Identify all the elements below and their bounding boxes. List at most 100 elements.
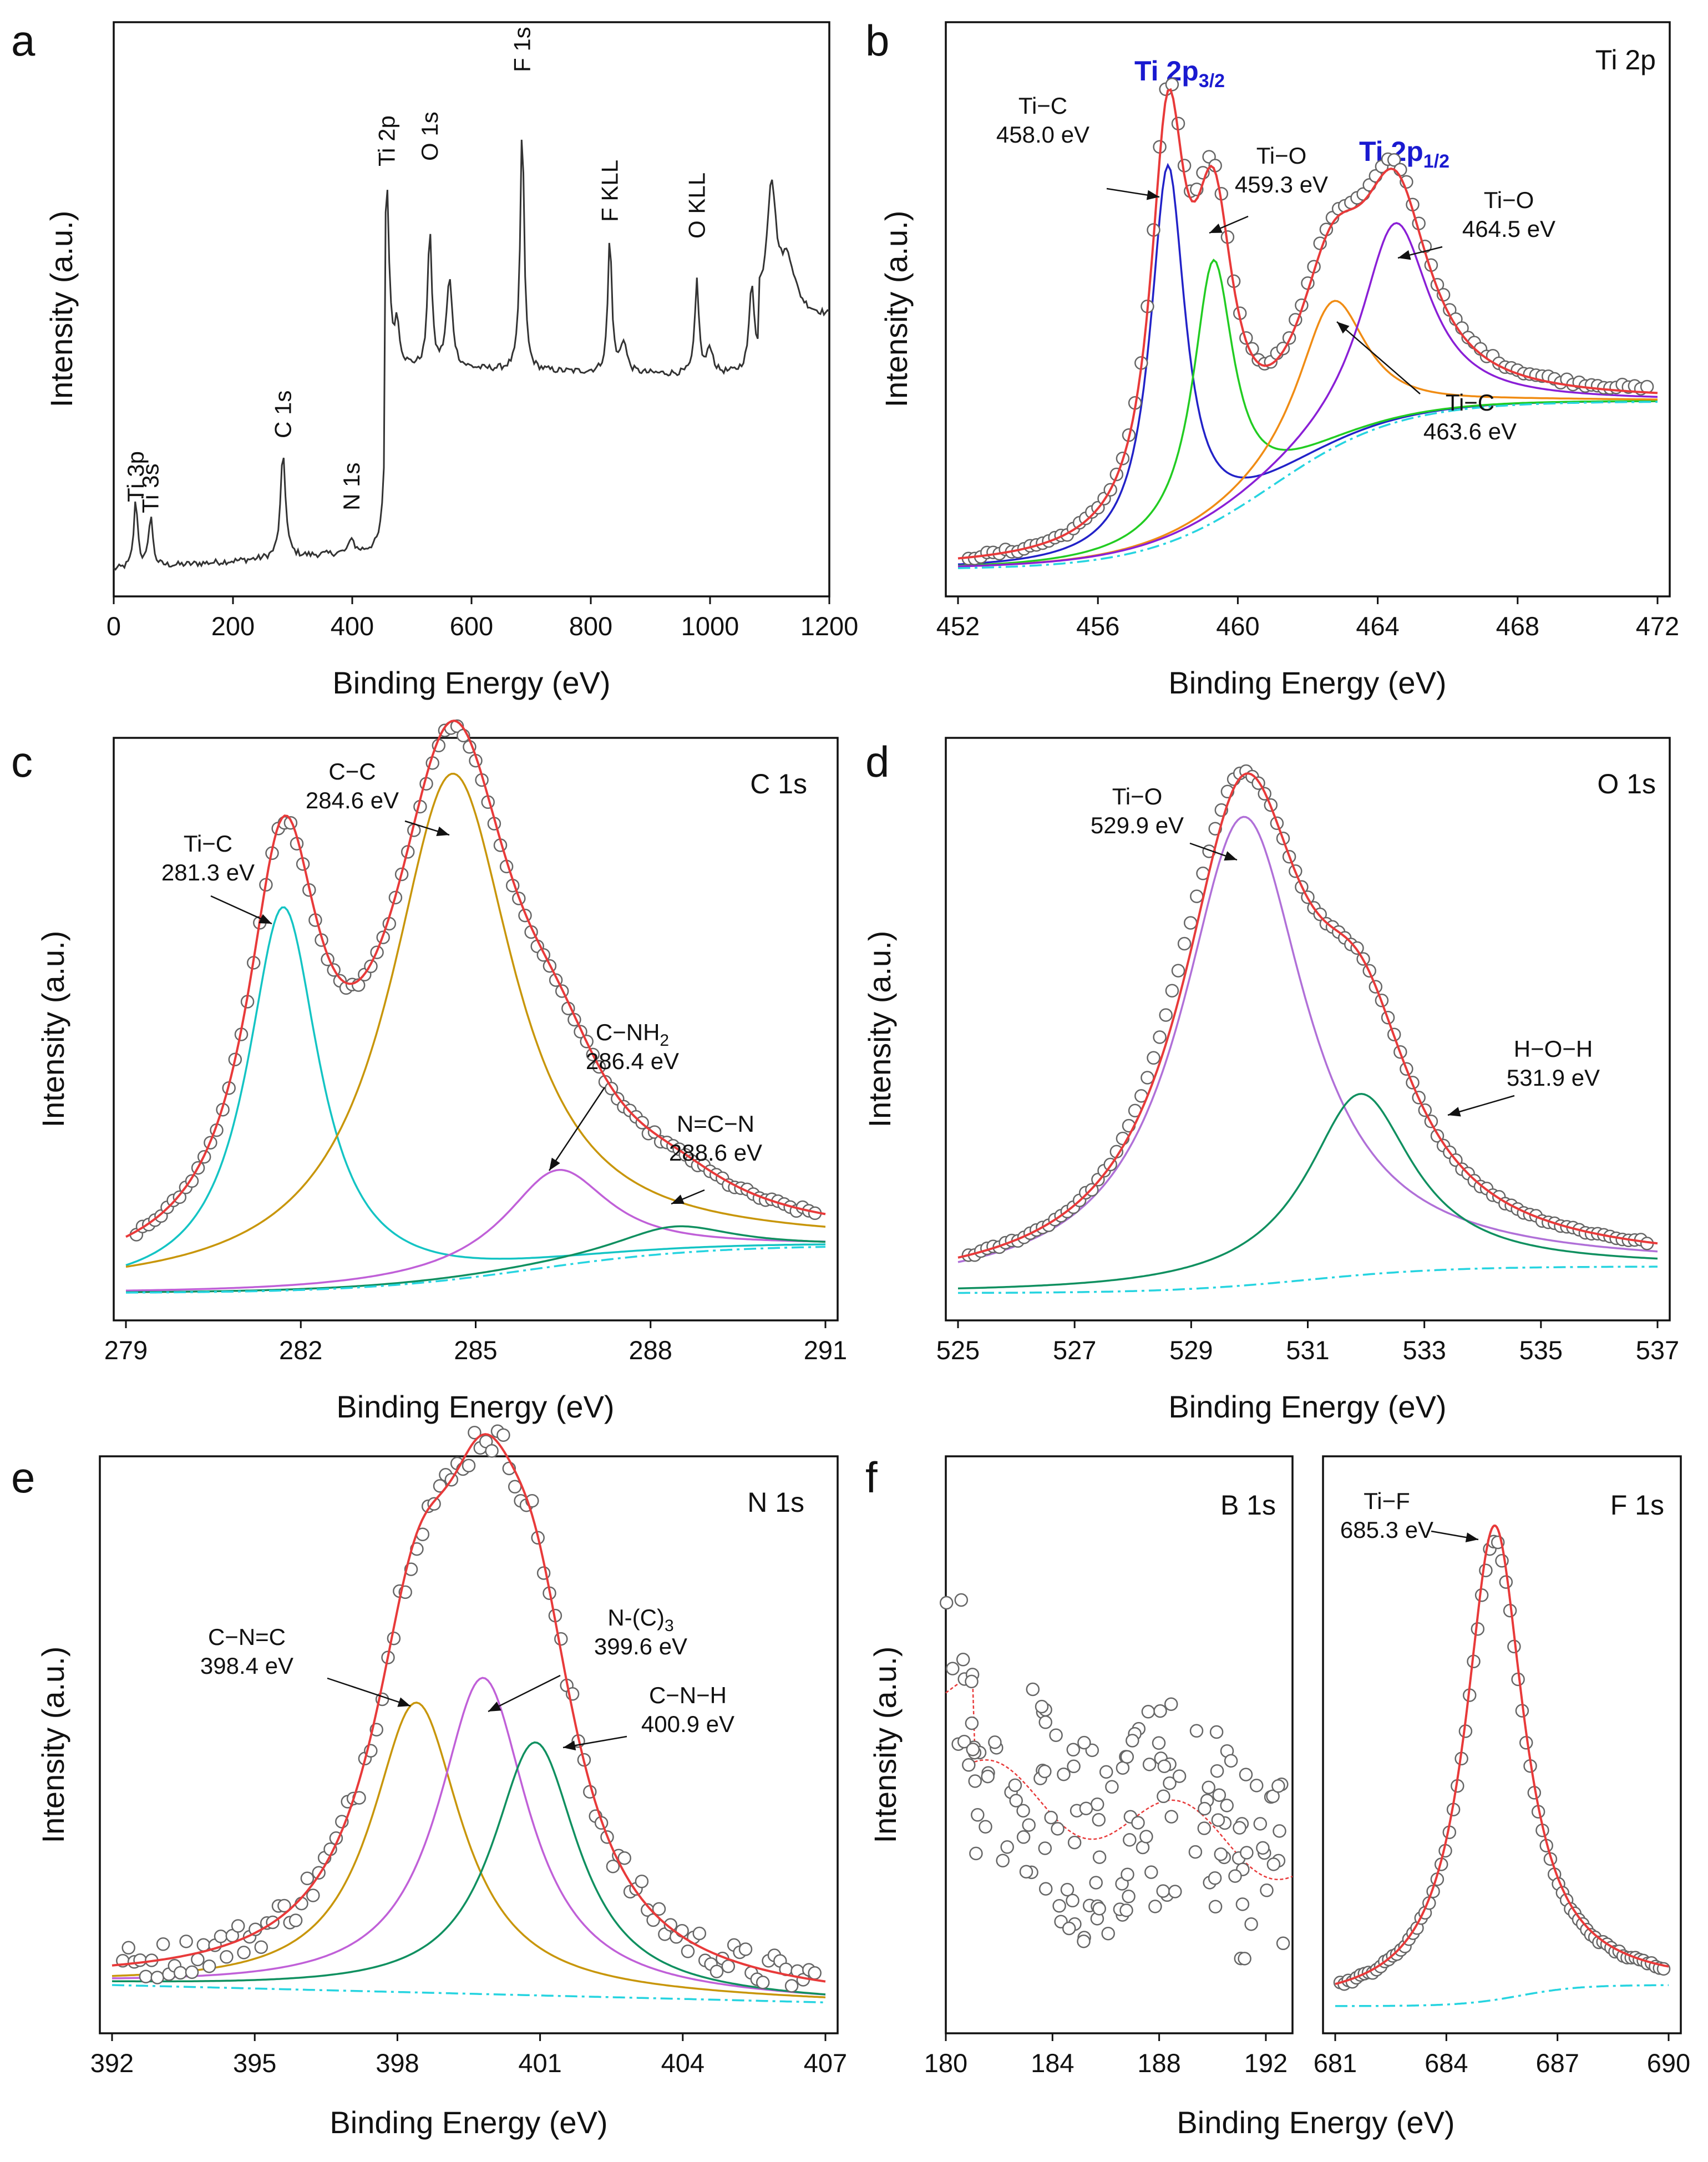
panel-b-tick-label: 464 (1356, 611, 1399, 641)
panel-d-background (958, 1265, 1658, 1294)
panel-d-data-point (1147, 1051, 1160, 1065)
panel-e-data-point (646, 1913, 660, 1927)
annot-n-cnc-value: 398.4 eV (200, 1653, 293, 1679)
panel-e-data-point (721, 1960, 736, 1973)
panel-e-ylabel: Intensity (a.u.) (36, 1647, 70, 1844)
panel-fB-data-point (1009, 1794, 1023, 1807)
panel-fB-data-point (1089, 1876, 1103, 1890)
panel-b-data-point (1640, 379, 1654, 394)
panel-fB-data-point (979, 1820, 992, 1834)
panel-fB-data-point (1016, 1804, 1030, 1818)
panel-b-tick-label: 472 (1636, 611, 1679, 641)
panel-fB-data-point (1253, 1817, 1268, 1831)
panel-fB-data-point (1256, 1841, 1270, 1855)
annot-c-ncn-name: N=C−N (677, 1111, 754, 1137)
panel-letter-a: a (11, 16, 36, 65)
panel-fB-data-point (1038, 1764, 1052, 1779)
panel-a-ylabel: Intensity (a.u.) (44, 211, 79, 408)
panel-e-data-point (387, 1631, 401, 1645)
panel-e-title: N 1s (747, 1487, 804, 1518)
panel-fB-data-point (1209, 1725, 1224, 1739)
panel-fB-data-point (1208, 1900, 1223, 1913)
panel-fB-data-point (1240, 1846, 1254, 1860)
panel-fB-data-point (1077, 1735, 1091, 1750)
panel-e-tick-label: 398 (376, 2048, 419, 2078)
arrow-ti-c-458-head (1146, 190, 1159, 200)
panel-fB-data-point (971, 1808, 985, 1822)
panel-e-data-point (606, 1859, 620, 1874)
panel-fB-data-point (1122, 1890, 1136, 1903)
annot-c-ti-c-value: 281.3 eV (161, 859, 255, 885)
panel-b-component-1 (957, 259, 1658, 567)
survey-peak-label: Ti 2p (373, 115, 399, 166)
panel-c-tick-label: 282 (279, 1335, 322, 1365)
panel-b-tick-label: 468 (1496, 611, 1539, 641)
panel-c-tick-label: 279 (104, 1335, 148, 1365)
panel-fB-data-point (1208, 1871, 1222, 1885)
panel-fB-data-point (1249, 1779, 1264, 1793)
annot-ti-c-463-name: Ti−C (1446, 389, 1494, 416)
panel-fB-data-point (1038, 1841, 1052, 1855)
panel-fB-data-point (1119, 1903, 1133, 1917)
panel-fB-tick-label: 188 (1137, 2048, 1180, 2078)
panel-letter-d: d (865, 737, 889, 786)
panel-e-background (111, 1984, 826, 2004)
panel-e-tick-label: 392 (90, 2048, 134, 2078)
panel-e-data-point (635, 1874, 649, 1888)
panel-e-data-point (675, 1923, 689, 1938)
panel-b-ylabel: Intensity (a.u.) (879, 211, 914, 408)
annot-n-cnh-name: C−N−H (649, 1682, 727, 1708)
panel-e-xlabel: Binding Energy (eV) (330, 2105, 607, 2140)
panel-d-data-point (1171, 964, 1185, 978)
arrow-ti-c-463-head (1337, 322, 1350, 334)
panel-e-data-point (237, 1946, 251, 1960)
panel-fB-data-point (1153, 1704, 1167, 1718)
panel-fF-data-point (1499, 1575, 1513, 1589)
panel-e-tick-label: 404 (661, 2048, 705, 2078)
panel-a-tick-label: 200 (211, 611, 255, 641)
annot-ti-o-459-name: Ti−O (1256, 143, 1307, 169)
arrow-n-nc3 (488, 1674, 561, 1713)
annot-ti-c-463-value: 463.6 eV (1423, 418, 1517, 444)
panel-fB-data-point (1044, 1810, 1058, 1825)
panel-fB-tick-label: 180 (924, 2048, 967, 2078)
panel-e-component-1 (111, 1677, 826, 1996)
annot-c-cc-value: 284.6 eV (306, 787, 399, 813)
annot-ti-c-458-name: Ti−C (1018, 93, 1067, 119)
panel-f-xlabel: Binding Energy (eV) (1177, 2105, 1454, 2140)
annot-c-cc-name: C−C (328, 758, 376, 784)
panel-e-data-point (254, 1940, 268, 1954)
annot-n-nc3-name-sub: 3 (665, 1617, 674, 1635)
panel-fB-data-point (1239, 1768, 1253, 1781)
panel-e-data-point (462, 1459, 476, 1472)
annot-c-ncn-value: 288.6 eV (669, 1140, 762, 1166)
annot-n-cnc-name: C−N=C (208, 1624, 286, 1650)
panel-d-frame (945, 737, 1671, 1321)
panel-e-data-point (617, 1851, 631, 1865)
panel-fB-data-point (1052, 1899, 1066, 1913)
panel-fB-data-point (954, 1593, 969, 1607)
panel-d-tick-label: 535 (1519, 1335, 1563, 1365)
panel-fB-data-point (981, 1769, 995, 1784)
arrow-c-nh2-head (549, 1157, 560, 1171)
panel-fB-tick-label: 184 (1031, 2048, 1074, 2078)
panel-c-component-1 (125, 772, 826, 1268)
arrow-c-ncn-head (671, 1194, 685, 1204)
panel-fB-data-point (1266, 1857, 1281, 1871)
panel-fB-data-point (1163, 1776, 1177, 1790)
panel-e-data-point (738, 1942, 753, 1956)
panel-e-data-point (468, 1425, 482, 1440)
panel-fB-data-point (1189, 1724, 1204, 1738)
panel-fB-data-point (1148, 1900, 1162, 1913)
arrow-n-cnc (327, 1677, 411, 1707)
panel-fB-data-point (1019, 1865, 1033, 1879)
panel-fB-data-point (1062, 1921, 1076, 1936)
panel-c-tick-label: 291 (804, 1335, 847, 1365)
panel-fB-data-point (956, 1653, 970, 1667)
annot-c-nh2-name-sub: 2 (660, 1031, 669, 1050)
panel-fB-data-point (1090, 1798, 1104, 1811)
annot-c-nh2-name: C−NH2 (596, 1019, 669, 1050)
arrow-n-cnh-head (563, 1740, 576, 1751)
panel-a-tick-label: 1000 (681, 611, 739, 641)
